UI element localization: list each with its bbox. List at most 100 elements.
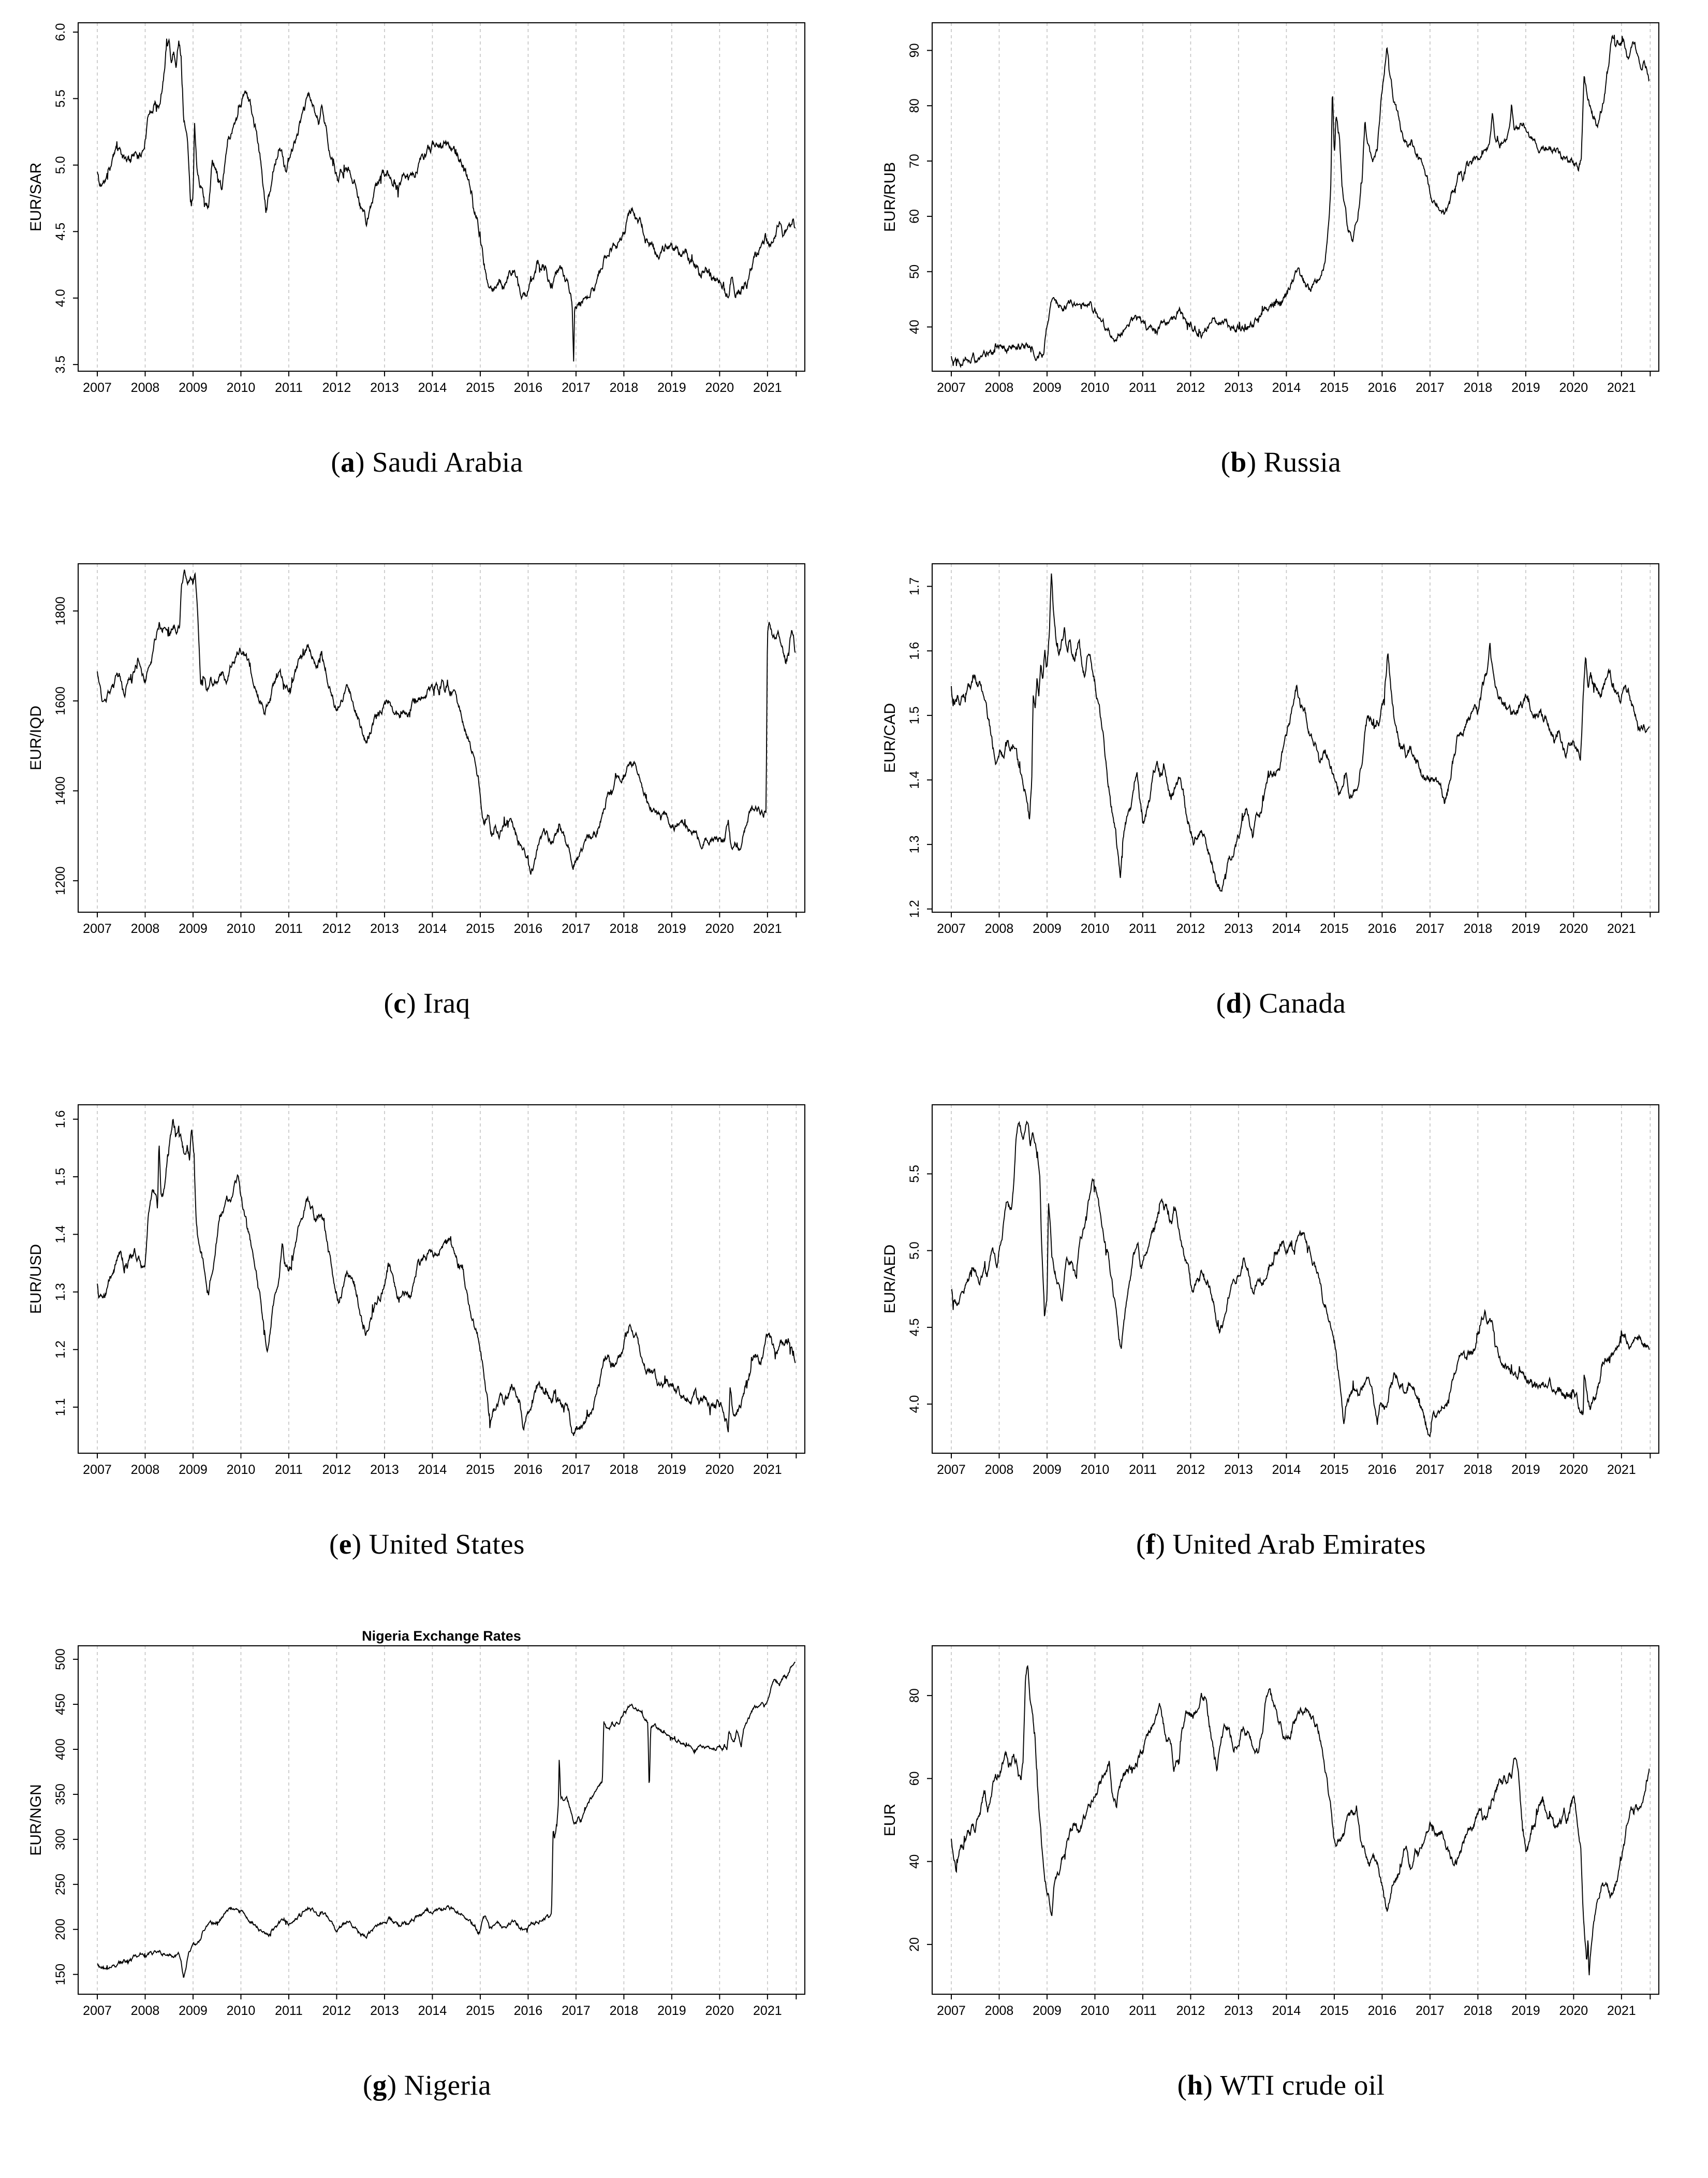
x-tick-label: 2020 [1559, 2004, 1588, 2018]
x-tick-label: 2011 [1129, 922, 1157, 936]
x-tick-label: 2019 [657, 2004, 686, 2018]
y-axis-title: EUR/NGN [27, 1784, 45, 1855]
series-line [97, 38, 796, 362]
x-axis: 2007 2008 2009 2010 2011 2012 2013 2014 2015 2016… [83, 1994, 797, 2018]
caption-letter: a [341, 446, 356, 478]
series-line [97, 569, 796, 875]
x-tick-label: 2010 [227, 1463, 256, 1477]
x-tick-label: 2019 [1511, 922, 1540, 936]
y-tick-label: 1.5 [907, 706, 922, 724]
x-tick-label: 2014 [418, 2004, 447, 2018]
plot-frame [932, 1104, 1659, 1454]
line-chart-eur-aed: 2007 2008 2009 2010 2011 2012 2013 2014 2015 2016… [872, 1087, 1690, 1478]
x-tick-label: 2007 [937, 2004, 966, 2018]
caption-paren-close: ) [351, 1528, 362, 1560]
caption-russia: (b) Russia [1221, 446, 1341, 478]
x-tick-label: 2015 [466, 381, 495, 395]
x-tick-label: 2014 [418, 1463, 447, 1477]
x-tick-label: 2013 [370, 381, 399, 395]
x-tick-label: 2017 [562, 922, 591, 936]
line-chart-eur-rub: 2007 2008 2009 2010 2011 2012 2013 2014 2015 2016… [872, 5, 1690, 396]
x-tick-label: 2009 [1033, 2004, 1062, 2018]
x-tick-label: 2013 [370, 2004, 399, 2018]
plot-frame [78, 563, 805, 913]
line-chart-wti-eur: 2007 2008 2009 2010 2011 2012 2013 2014 2015 2016… [872, 1628, 1690, 2019]
caption-paren-close: ) [1242, 987, 1252, 1019]
x-tick-label: 2007 [83, 2004, 112, 2018]
x-tick-label: 2009 [179, 2004, 208, 2018]
y-tick-label: 400 [53, 1738, 68, 1760]
x-tick-label: 2009 [1033, 922, 1062, 936]
x-tick-label: 2013 [1224, 381, 1253, 395]
x-tick-label: 2019 [657, 1463, 686, 1477]
x-axis: 2007 2008 2009 2010 2011 2012 2013 2014 2015 2016… [83, 371, 797, 395]
x-tick-label: 2019 [657, 381, 686, 395]
x-tick-label: 2012 [322, 2004, 351, 2018]
panel-russia: 2007 2008 2009 2010 2011 2012 2013 2014 2015 2016… [854, 3, 1708, 544]
x-tick-label: 2021 [1607, 922, 1636, 936]
caption-paren-open: ( [1177, 2069, 1187, 2101]
x-tick-label: 2010 [227, 922, 256, 936]
x-tick-label: 2013 [370, 1463, 399, 1477]
caption-paren-open: ( [331, 446, 341, 478]
y-tick-label: 1600 [53, 686, 68, 715]
panel-canada: 2007 2008 2009 2010 2011 2012 2013 2014 2015 2016… [854, 544, 1708, 1085]
x-tick-label: 2011 [275, 381, 303, 395]
x-axis: 2007 2008 2009 2010 2011 2012 2013 2014 2015 2016… [937, 371, 1651, 395]
x-tick-label: 2008 [131, 922, 160, 936]
caption-letter: f [1145, 1528, 1156, 1560]
y-axis: 150 200 250 300 350 400 450 500 [53, 1648, 78, 1985]
x-tick-label: 2015 [466, 922, 495, 936]
y-axis: 40 50 60 70 80 90 [907, 43, 932, 334]
x-tick-label: 2007 [83, 381, 112, 395]
caption-text: United States [369, 1528, 525, 1560]
x-tick-label: 2015 [466, 2004, 495, 2018]
year-gridlines [951, 564, 1651, 912]
y-axis: 1.1 1.2 1.3 1.4 1.5 1.6 [53, 1110, 78, 1416]
caption-paren-close: ) [355, 446, 365, 478]
y-tick-label: 1200 [53, 866, 68, 895]
y-tick-label: 1800 [53, 596, 68, 625]
x-tick-label: 2017 [1416, 922, 1445, 936]
y-tick-label: 1.6 [907, 642, 922, 660]
chart-title: Nigeria Exchange Rates [362, 1628, 521, 1644]
x-tick-label: 2021 [1607, 2004, 1636, 2018]
x-tick-label: 2015 [1320, 1463, 1349, 1477]
x-tick-label: 2019 [657, 922, 686, 936]
caption-letter: c [393, 987, 407, 1019]
panel-iraq: 2007 2008 2009 2010 2011 2012 2013 2014 2015 2016… [0, 544, 854, 1085]
caption-paren-close: ) [387, 2069, 397, 2101]
y-tick-label: 1.3 [53, 1283, 68, 1301]
x-tick-label: 2012 [1176, 2004, 1205, 2018]
plot-frame [932, 1645, 1659, 1995]
y-axis-title: EUR/CAD [881, 703, 899, 773]
x-tick-label: 2008 [985, 922, 1014, 936]
x-tick-label: 2012 [322, 381, 351, 395]
x-tick-label: 2009 [1033, 1463, 1062, 1477]
year-gridlines [97, 564, 797, 912]
panel-wti-crude-oil: 2007 2008 2009 2010 2011 2012 2013 2014 2015 2016… [854, 1626, 1708, 2167]
x-tick-label: 2020 [1559, 381, 1588, 395]
y-tick-label: 5.0 [907, 1241, 922, 1260]
x-tick-label: 2012 [322, 1463, 351, 1477]
y-tick-label: 350 [53, 1784, 68, 1805]
x-tick-label: 2011 [1129, 2004, 1157, 2018]
y-tick-label: 4.5 [53, 223, 68, 241]
x-tick-label: 2008 [131, 381, 160, 395]
x-tick-label: 2017 [562, 2004, 591, 2018]
x-tick-label: 2016 [514, 1463, 543, 1477]
x-tick-label: 2017 [1416, 1463, 1445, 1477]
y-tick-label: 150 [53, 1964, 68, 1985]
y-axis-title: EUR/AED [881, 1245, 899, 1313]
y-tick-label: 4.5 [907, 1319, 922, 1337]
panel-nigeria: 2007 2008 2009 2010 2011 2012 2013 2014 2015 2016… [0, 1626, 854, 2167]
caption-text: Nigeria [404, 2069, 492, 2101]
x-tick-label: 2011 [275, 2004, 303, 2018]
line-chart-eur-ngn: 2007 2008 2009 2010 2011 2012 2013 2014 2015 2016… [18, 1628, 836, 2019]
x-tick-label: 2016 [514, 2004, 543, 2018]
y-tick-label: 3.5 [53, 356, 68, 374]
x-tick-label: 2017 [562, 381, 591, 395]
caption-paren-close: ) [1246, 446, 1257, 478]
panel-saudi-arabia: 2007 2008 2009 2010 2011 2012 2013 2014 2015 2016… [0, 3, 854, 544]
x-tick-label: 2019 [1511, 1463, 1540, 1477]
